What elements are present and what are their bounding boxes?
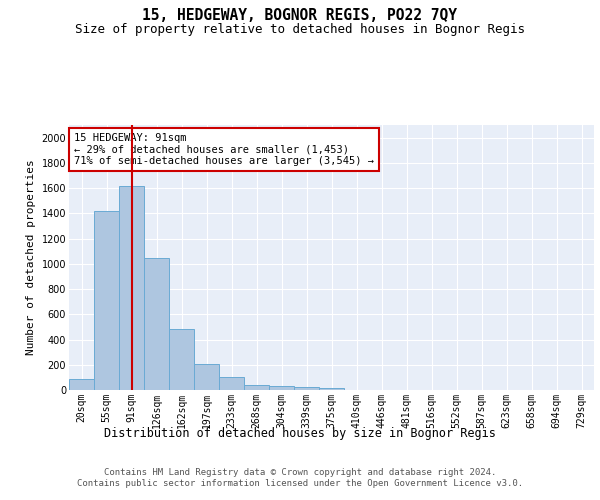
- Text: 15 HEDGEWAY: 91sqm
← 29% of detached houses are smaller (1,453)
71% of semi-deta: 15 HEDGEWAY: 91sqm ← 29% of detached hou…: [74, 133, 374, 166]
- Bar: [169, 330, 194, 390]
- Bar: [244, 385, 269, 390]
- Bar: [144, 258, 169, 390]
- Bar: [94, 211, 119, 390]
- Bar: [219, 377, 244, 390]
- Y-axis label: Number of detached properties: Number of detached properties: [26, 160, 36, 356]
- Bar: [319, 388, 344, 390]
- Bar: [194, 364, 219, 390]
- Bar: [294, 387, 319, 390]
- Bar: [69, 380, 94, 390]
- Text: Size of property relative to detached houses in Bognor Regis: Size of property relative to detached ho…: [75, 22, 525, 36]
- Bar: [119, 186, 144, 390]
- Text: 15, HEDGEWAY, BOGNOR REGIS, PO22 7QY: 15, HEDGEWAY, BOGNOR REGIS, PO22 7QY: [143, 8, 458, 22]
- Text: Contains HM Land Registry data © Crown copyright and database right 2024.
Contai: Contains HM Land Registry data © Crown c…: [77, 468, 523, 487]
- Bar: [269, 386, 294, 390]
- Text: Distribution of detached houses by size in Bognor Regis: Distribution of detached houses by size …: [104, 428, 496, 440]
